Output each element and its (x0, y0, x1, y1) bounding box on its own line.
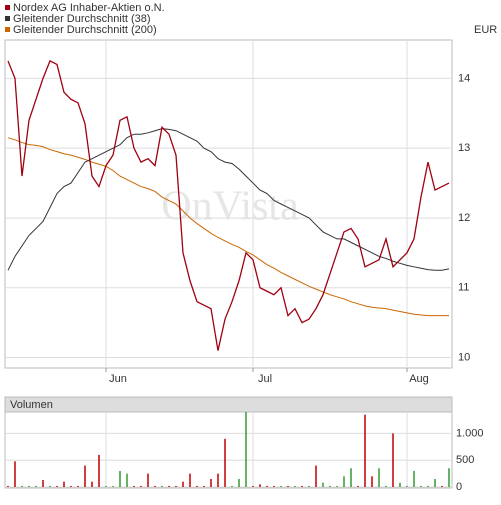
legend-label: Gleitender Durchschnitt (200) (13, 24, 157, 36)
volume-bar (315, 465, 317, 487)
legend-label: Nordex AG Inhaber-Aktien o.N. (13, 2, 165, 14)
volume-bar (427, 485, 429, 487)
y-tick-label: 12 (458, 212, 470, 224)
volume-bar (357, 485, 359, 487)
volume-bar (336, 485, 338, 487)
volume-bar (350, 468, 352, 487)
y-tick-label: 11 (458, 282, 469, 294)
volume-bar (231, 485, 233, 487)
volume-bar (287, 485, 289, 487)
volume-bar (259, 484, 261, 487)
price-line (7, 128, 450, 271)
volume-bar (434, 478, 436, 487)
volume-bar (420, 485, 422, 487)
price-line (7, 60, 450, 351)
x-tick-label: Aug (409, 373, 429, 385)
x-tick-label: Jun (109, 373, 127, 385)
volume-bar (371, 476, 373, 487)
legend-swatch (5, 16, 10, 21)
volume-bar (182, 481, 184, 487)
volume-bar (385, 485, 387, 487)
volume-bar (140, 485, 142, 487)
volume-bar (133, 485, 135, 487)
volume-bar (406, 485, 408, 487)
volume-title: Volumen (10, 399, 53, 411)
volume-bar (56, 485, 58, 487)
volume-bar (63, 481, 65, 487)
y-tick-label: 1.000 (456, 427, 484, 439)
volume-bar (294, 485, 296, 487)
legend-swatch (5, 5, 10, 10)
volume-bar (217, 473, 219, 487)
volume-bar (168, 485, 170, 487)
volume-bar (119, 470, 121, 487)
volume-bar (224, 438, 226, 487)
volume-bar (343, 476, 345, 487)
volume-bar (14, 461, 16, 487)
volume-bar (105, 485, 107, 487)
volume-bar (28, 485, 30, 487)
volume-bar (203, 485, 205, 487)
volume-bar (189, 473, 191, 487)
y-tick-label: 14 (458, 72, 470, 84)
volume-bar (245, 412, 247, 487)
volume-bar (126, 473, 128, 487)
watermark: OnVista (161, 184, 299, 230)
volume-bar (364, 414, 366, 487)
volume-bar (392, 433, 394, 487)
volume-bar (35, 485, 37, 487)
volume-header (4, 396, 453, 413)
legend-label: Gleitender Durchschnitt (38) (13, 13, 151, 25)
legend-swatch (5, 27, 10, 32)
volume-bar (266, 485, 268, 487)
volume-bar (98, 454, 100, 487)
volume-panel (4, 411, 453, 489)
volume-bar (42, 480, 44, 487)
volume-bar (448, 468, 450, 487)
x-tick-label: Jul (258, 373, 272, 385)
volume-bar (196, 485, 198, 487)
volume-bar (322, 482, 324, 487)
volume-bar (84, 465, 86, 487)
volume-bar (49, 485, 51, 487)
volume-bar (91, 481, 93, 487)
volume-bar (252, 485, 254, 487)
volume-bar (21, 485, 23, 487)
volume-bar (308, 485, 310, 487)
y-tick-label: 0 (456, 481, 462, 493)
volume-bar (161, 485, 163, 487)
volume-bar (175, 485, 177, 487)
y-tick-label: 500 (456, 454, 474, 466)
volume-bar (329, 485, 331, 487)
volume-bar (399, 482, 401, 487)
volume-bar (154, 485, 156, 487)
volume-bar (273, 485, 275, 487)
volume-bar (280, 485, 282, 487)
price-panel (4, 39, 453, 369)
volume-bar (112, 485, 114, 487)
volume-bar (238, 478, 240, 487)
y-tick-label: 10 (458, 351, 470, 363)
volume-bar (413, 470, 415, 487)
volume-bar (441, 485, 443, 487)
price-line (7, 137, 449, 317)
volume-bar (77, 485, 79, 487)
volume-bar (378, 468, 380, 487)
volume-bar (210, 478, 212, 487)
volume-bar (7, 485, 9, 487)
volume-bar (301, 485, 303, 487)
volume-bar (70, 485, 72, 487)
unit-label: EUR (474, 24, 497, 36)
y-tick-label: 13 (458, 142, 470, 154)
volume-bar (147, 473, 149, 487)
